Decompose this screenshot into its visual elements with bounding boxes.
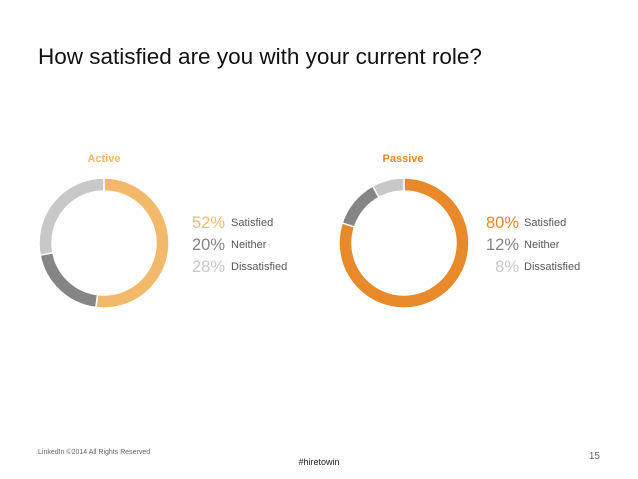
- legend-row-neither: 12%: [469, 235, 519, 255]
- page-title: How satisfied are you with your current …: [38, 44, 482, 69]
- value-label-neither: 20%: [191, 236, 225, 254]
- category-label-neither: Neither: [524, 239, 560, 251]
- donut-slice-dissatisfied: [371, 177, 405, 199]
- legend-row-dissatisfied: 8%: [469, 257, 519, 277]
- category-label-neither: Neither: [231, 239, 267, 251]
- chart-title-passive: Passive: [382, 153, 424, 165]
- legend-passive: 80% Satisfied 12% Neither 8% Dissatisfie…: [469, 213, 609, 277]
- copyright-notice: LinkedIn ©2014 All Rights Reserved: [38, 449, 151, 456]
- page-number: 15: [588, 451, 600, 462]
- value-label-dissatisfied: 28%: [191, 258, 225, 276]
- donut-slice-satisfied: [95, 177, 170, 309]
- value-label-neither: 12%: [485, 236, 519, 254]
- value-label-dissatisfied: 8%: [495, 258, 519, 276]
- legend-row-neither: 20%: [175, 235, 225, 255]
- donut-slice-neither: [39, 251, 99, 309]
- legend-row-satisfied: 52%: [175, 213, 225, 233]
- donut-slice-dissatisfied: [38, 177, 105, 257]
- value-label-satisfied: 80%: [485, 214, 519, 232]
- legend-row-satisfied: 80%: [469, 213, 519, 233]
- category-label-dissatisfied: Dissatisfied: [524, 261, 581, 273]
- donut-chart-passive: [338, 177, 470, 309]
- donut-chart-active: [38, 177, 170, 309]
- donut-slice-neither: [341, 185, 380, 228]
- chart-title-active: Active: [87, 153, 121, 165]
- category-label-satisfied: Satisfied: [524, 217, 567, 229]
- value-label-satisfied: 52%: [191, 214, 225, 232]
- legend-row-dissatisfied: 28%: [175, 257, 225, 277]
- hashtag: #hiretowin: [298, 457, 340, 467]
- donut-slice-satisfied: [338, 177, 470, 309]
- category-label-dissatisfied: Dissatisfied: [231, 261, 288, 273]
- category-label-satisfied: Satisfied: [231, 217, 274, 229]
- legend-active: 52% Satisfied 20% Neither 28% Dissatisfi…: [175, 213, 315, 277]
